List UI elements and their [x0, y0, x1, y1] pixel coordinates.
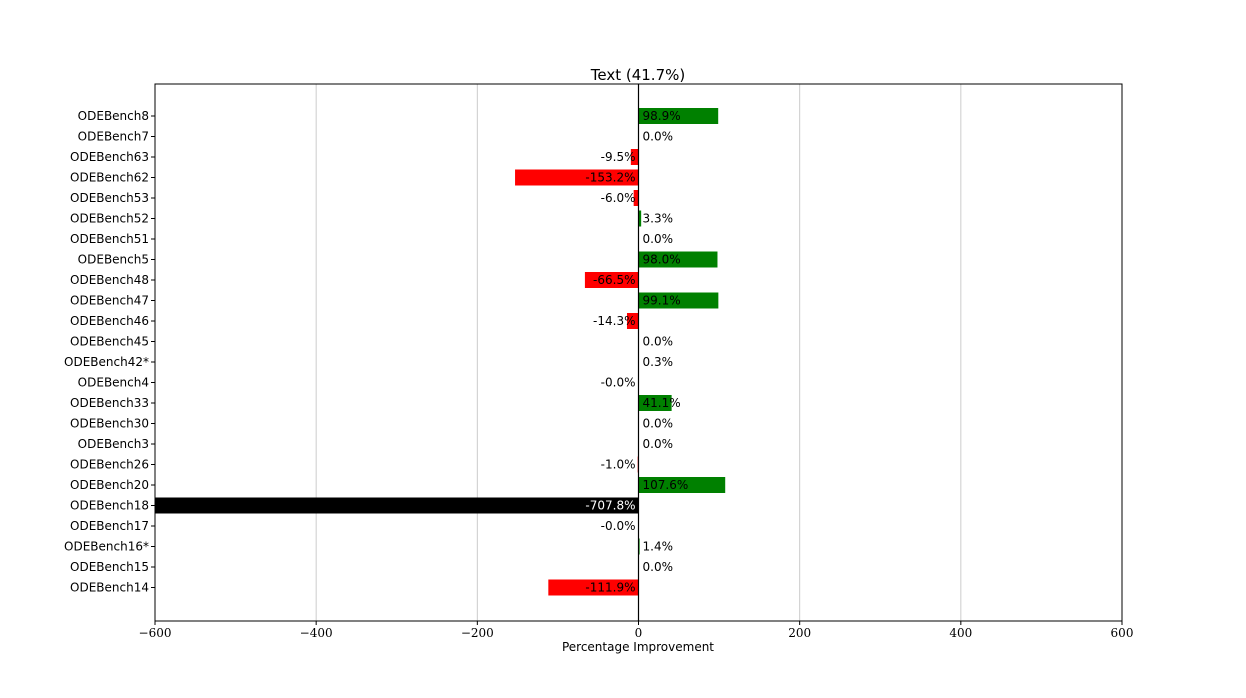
x-tick-label: 200 — [788, 626, 811, 640]
category-label: ODEBench15 — [70, 560, 149, 574]
value-label: 1.4% — [643, 540, 674, 554]
x-axis-label: Percentage Improvement — [562, 640, 714, 654]
value-label: -1.0% — [601, 458, 636, 472]
category-label: ODEBench30 — [70, 417, 149, 431]
value-label: -153.2% — [585, 171, 635, 185]
bar — [548, 579, 639, 596]
bar — [633, 190, 639, 206]
category-label: ODEBench53 — [70, 191, 149, 205]
value-label: -0.0% — [601, 376, 636, 390]
category-label: ODEBench51 — [70, 232, 149, 246]
bar — [626, 313, 639, 329]
x-tick-label: 400 — [949, 626, 972, 640]
bar — [638, 292, 719, 309]
category-label: ODEBench62 — [70, 171, 149, 185]
value-label: 0.0% — [643, 560, 674, 574]
x-tick-label: −200 — [461, 626, 494, 640]
bar — [584, 272, 639, 288]
category-label: ODEBench16* — [64, 540, 149, 554]
x-tick-label: 600 — [1111, 626, 1134, 640]
category-label: ODEBench17 — [70, 519, 149, 533]
category-label: ODEBench14 — [70, 581, 149, 595]
category-label: ODEBench45 — [70, 335, 149, 349]
bar — [638, 251, 718, 268]
value-label: 107.6% — [643, 478, 689, 492]
value-label: 0.0% — [643, 417, 674, 431]
category-label: ODEBench7 — [78, 130, 149, 144]
value-label: -0.0% — [601, 519, 636, 533]
value-labels: 98.9%0.0%-9.5%-153.2%-6.0%3.3%0.0%98.0%-… — [585, 109, 688, 595]
value-label: 98.0% — [643, 253, 681, 267]
bar — [638, 108, 719, 124]
x-tick-label: 0 — [635, 626, 643, 640]
category-label: ODEBench8 — [78, 109, 149, 123]
value-label: 98.9% — [643, 109, 681, 123]
bar — [638, 210, 642, 227]
value-label: 0.0% — [643, 232, 674, 246]
category-label: ODEBench47 — [70, 294, 149, 308]
bar — [155, 497, 639, 514]
category-label: ODEBench63 — [70, 150, 149, 164]
y-axis: ODEBench8 ODEBench7 ODEBench63 ODEBench62 OD… — [64, 109, 155, 595]
value-label: 99.1% — [643, 294, 681, 308]
category-label: ODEBench5 — [78, 253, 149, 267]
category-label: ODEBench42* — [64, 355, 149, 369]
category-label: ODEBench18 — [70, 499, 149, 513]
category-label: ODEBench20 — [70, 478, 149, 492]
bar — [515, 169, 639, 186]
value-label: -9.5% — [601, 150, 636, 164]
value-label: 41.1% — [643, 396, 681, 410]
value-label: -111.9% — [585, 581, 635, 595]
category-label: ODEBench3 — [78, 437, 149, 451]
category-label: ODEBench33 — [70, 396, 149, 410]
x-axis: −600 −400 −200 0 200 400 600 — [139, 621, 1134, 640]
value-label: -66.5% — [593, 273, 635, 287]
category-label: ODEBench26 — [70, 458, 149, 472]
value-label: 0.0% — [643, 437, 674, 451]
chart-title: Text (41.7%) — [590, 66, 685, 84]
bar — [638, 477, 726, 493]
bars — [155, 108, 726, 596]
category-label: ODEBench46 — [70, 314, 149, 328]
x-tick-label: −400 — [300, 626, 333, 640]
category-label: ODEBench4 — [78, 376, 149, 390]
value-label: 0.0% — [643, 130, 674, 144]
value-label: 0.3% — [643, 355, 674, 369]
value-label: 3.3% — [643, 212, 674, 226]
value-label: -6.0% — [601, 191, 636, 205]
category-label: ODEBench52 — [70, 212, 149, 226]
bar — [630, 149, 639, 165]
x-tick-label: −600 — [139, 626, 172, 640]
bar — [638, 395, 672, 411]
category-label: ODEBench48 — [70, 273, 149, 287]
value-label: -707.8% — [585, 499, 635, 513]
value-label: 0.0% — [643, 335, 674, 349]
value-label: -14.3% — [593, 314, 635, 328]
